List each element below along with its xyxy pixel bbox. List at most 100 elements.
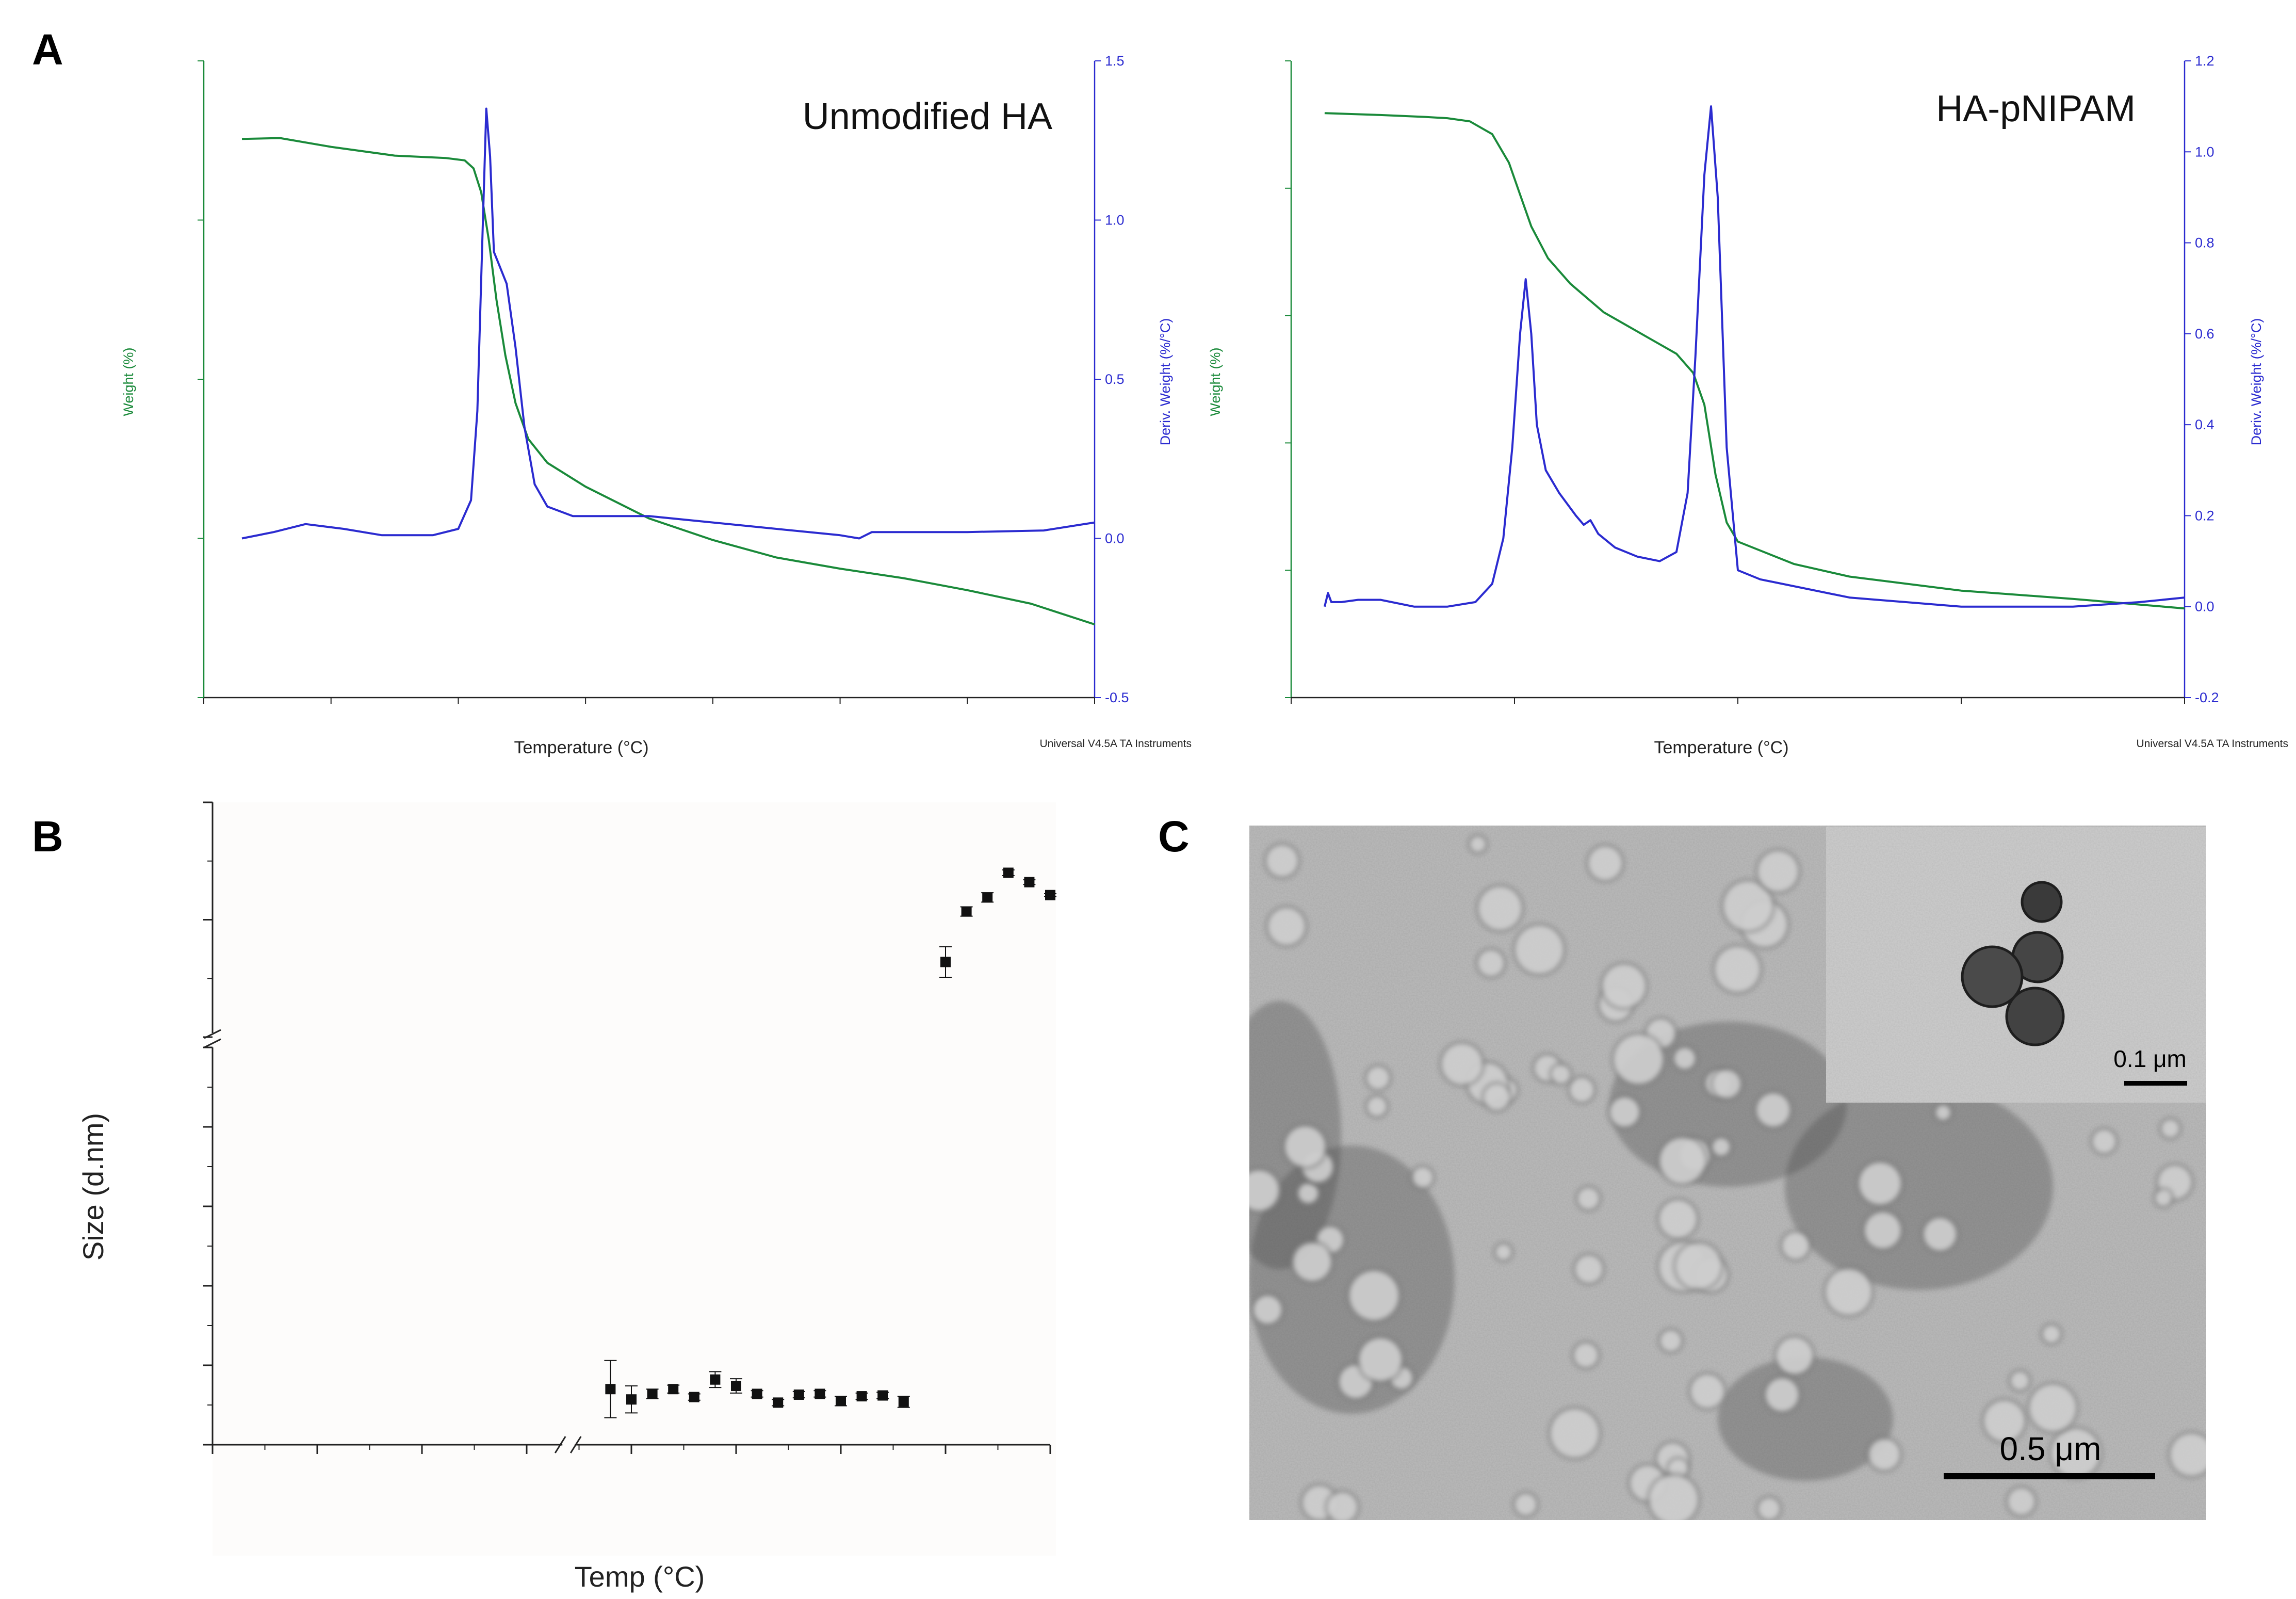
particle (1515, 925, 1564, 974)
data-point (605, 1384, 616, 1395)
y2-tick-label: 0.6 (2195, 326, 2214, 342)
y-axis-label-weight: Weight (%) (121, 347, 136, 416)
particle (1268, 908, 1305, 945)
particle (1284, 1126, 1326, 1167)
particle (2043, 1325, 2060, 1343)
data-point (898, 1396, 909, 1407)
particle (1765, 1378, 1799, 1412)
particle (1574, 1343, 1598, 1367)
particle (1412, 1167, 1433, 1188)
particle (1266, 845, 1298, 877)
scale-bar-label: 0.5 μm (2000, 1430, 2102, 1467)
data-point (961, 906, 972, 917)
weight-curve (241, 137, 1095, 626)
particle (1366, 1067, 1390, 1089)
y2-tick-label: 0.5 (1105, 372, 1125, 387)
particle (1367, 1097, 1387, 1116)
y-axis-label: Size (d.nm) (77, 1113, 109, 1261)
panel-label-c: C (1158, 812, 1190, 861)
particle (1484, 1084, 1510, 1110)
nanoparticle (2005, 987, 2065, 1046)
particle (2051, 1429, 2100, 1477)
data-point (856, 1391, 867, 1402)
data-point (752, 1388, 762, 1399)
particle (1293, 1242, 1331, 1281)
particle (1649, 1475, 1698, 1520)
particle (2008, 1488, 2035, 1515)
particle (1515, 1494, 1537, 1515)
particle (1869, 1439, 1900, 1470)
particle (1577, 1188, 1599, 1209)
x-axis-label: Temperature (°C) (514, 738, 648, 757)
particle (1349, 1270, 1399, 1320)
data-point (668, 1384, 679, 1395)
nanoparticle (2021, 881, 2063, 923)
data-point (1024, 877, 1035, 887)
data-point (626, 1394, 637, 1405)
particle (1253, 1296, 1282, 1324)
y2-tick-label: 0.8 (2195, 235, 2214, 251)
scale-bar (1944, 1473, 2155, 1479)
particle (1550, 1409, 1599, 1458)
dls-size-chart: Temp (°C) Size (d.nm) (77, 801, 1056, 1593)
particle (2161, 1120, 2179, 1138)
panel-label-b: B (32, 812, 63, 861)
y2-tick-label: 1.5 (1105, 53, 1125, 69)
particle (1602, 964, 1646, 1008)
stain-region (1785, 1084, 2053, 1290)
x-axis-label: Temperature (°C) (1654, 738, 1788, 757)
particle (2092, 1129, 2116, 1153)
instrument-note: Universal V4.5A TA Instruments (1039, 738, 1192, 750)
particle (1674, 1047, 1696, 1069)
y2-tick-label: 0.0 (1105, 531, 1125, 546)
x-axis-break (554, 1436, 582, 1453)
data-point (836, 1396, 846, 1407)
particle (1675, 1243, 1721, 1289)
particle (2011, 1371, 2029, 1390)
y2-tick-label: -0.5 (1105, 690, 1129, 705)
particle (1756, 1093, 1790, 1127)
particle (1478, 886, 1522, 930)
y2-tick-label: -0.2 (2195, 690, 2219, 705)
tga-chart-unmodified: Unmodified HA Temperature (°C) Weight (%… (121, 53, 1192, 757)
data-point (1003, 867, 1014, 878)
inset-scale-bar (2124, 1081, 2187, 1086)
stain-region (1718, 1357, 1893, 1481)
particle (1478, 950, 1504, 976)
particle (1758, 1498, 1780, 1520)
y-axis-label-weight: Weight (%) (1208, 347, 1223, 416)
chart-title: HA-pNIPAM (1936, 88, 2136, 130)
particle (1935, 1105, 1951, 1120)
y2-axis-label-deriv: Deriv. Weight (%/°C) (1158, 318, 1173, 446)
y2-tick-label: 1.0 (2195, 144, 2214, 159)
particle (1826, 1269, 1872, 1315)
particle (1713, 1070, 1741, 1098)
deriv-curve (1323, 105, 2185, 608)
particle (1588, 846, 1622, 880)
data-point (940, 957, 951, 967)
instrument-note: Universal V4.5A TA Instruments (2136, 738, 2288, 750)
deriv-curve (241, 107, 1095, 540)
particle (1552, 1065, 1570, 1084)
particle (1984, 1400, 2025, 1442)
y2-tick-label: 0.0 (2195, 599, 2214, 615)
particle (1715, 946, 1760, 992)
particle (1924, 1218, 1957, 1251)
particle (1776, 1337, 1813, 1374)
particle (1859, 1162, 1901, 1205)
weight-curve (1324, 112, 2185, 610)
particle (1609, 1097, 1640, 1127)
data-point (710, 1374, 721, 1385)
data-point (731, 1381, 741, 1392)
particle (2170, 1433, 2206, 1476)
data-point (689, 1392, 699, 1402)
nanoparticle (1961, 945, 2024, 1008)
particle (1470, 836, 1486, 852)
particle-group (1249, 833, 2206, 1520)
particle (1575, 1255, 1603, 1283)
tem-inset: 0.1 μm (1826, 827, 2206, 1103)
particle (1757, 851, 1798, 892)
particle (1495, 1244, 1511, 1260)
particle (1249, 1170, 1279, 1211)
